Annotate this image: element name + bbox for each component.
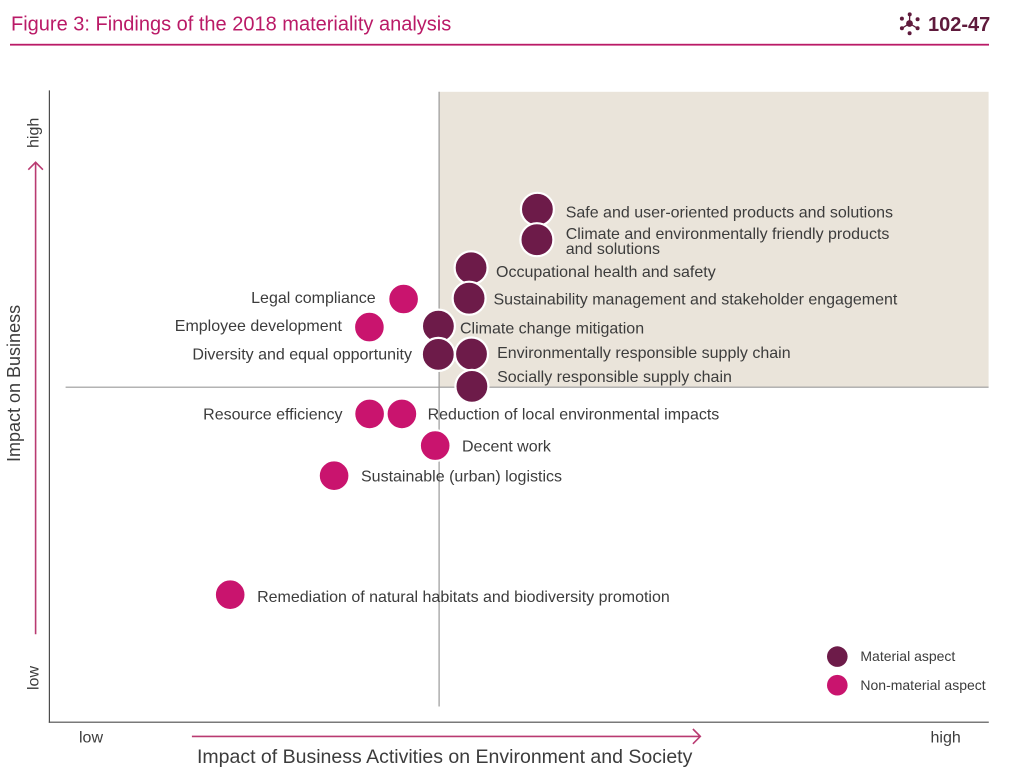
- svg-text:and solutions: and solutions: [566, 241, 660, 258]
- svg-text:Impact on Business: Impact on Business: [4, 305, 24, 462]
- svg-text:low: low: [79, 730, 103, 747]
- svg-text:Impact of Business Activities: Impact of Business Activities on Environ…: [197, 746, 693, 768]
- svg-text:Legal compliance: Legal compliance: [251, 290, 376, 307]
- svg-text:Remediation of natural habitat: Remediation of natural habitats and biod…: [257, 589, 670, 606]
- svg-text:high: high: [26, 118, 43, 148]
- svg-text:Sustainable (urban) logistics: Sustainable (urban) logistics: [361, 469, 562, 486]
- svg-text:Resource efficiency: Resource efficiency: [203, 407, 342, 424]
- svg-text:Environmentally responsible su: Environmentally responsible supply chain: [497, 345, 790, 362]
- svg-text:Climate change mitigation: Climate change mitigation: [460, 321, 644, 338]
- svg-text:Non-material aspect: Non-material aspect: [860, 677, 985, 693]
- svg-text:Safe and user-oriented product: Safe and user-oriented products and solu…: [566, 205, 893, 222]
- svg-text:Diversity and equal opportunit: Diversity and equal opportunity: [192, 347, 412, 364]
- svg-text:Employee development: Employee development: [175, 318, 343, 335]
- svg-text:high: high: [931, 730, 961, 747]
- svg-text:Climate and environmentally fr: Climate and environmentally friendly pro…: [566, 226, 890, 243]
- svg-text:Reduction of local environment: Reduction of local environmental impacts: [428, 407, 720, 424]
- svg-text:Figure 3: Findings of the 2018: Figure 3: Findings of the 2018 materiali…: [11, 14, 451, 36]
- svg-text:102-47: 102-47: [928, 14, 990, 36]
- svg-text:Decent work: Decent work: [462, 439, 552, 456]
- svg-text:Sustainability management and: Sustainability management and stakeholde…: [494, 292, 898, 309]
- svg-text:Socially responsible supply ch: Socially responsible supply chain: [497, 369, 732, 386]
- svg-text:Material aspect: Material aspect: [860, 648, 955, 664]
- svg-text:Occupational health and safety: Occupational health and safety: [496, 264, 716, 281]
- svg-text:low: low: [26, 666, 43, 690]
